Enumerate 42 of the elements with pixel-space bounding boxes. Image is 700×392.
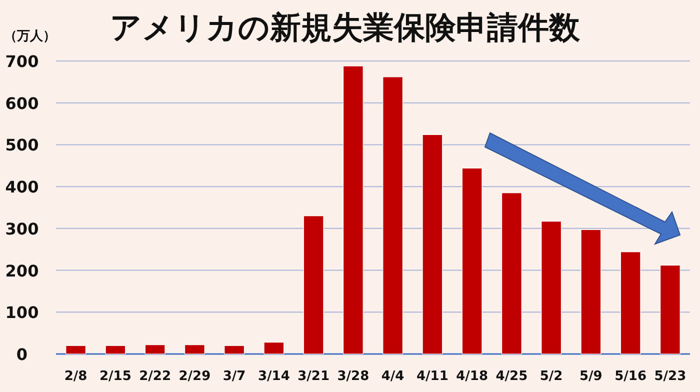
x-tick-label: 3/28 <box>337 369 370 384</box>
bar <box>264 342 284 354</box>
y-tick-label: 400 <box>5 178 39 197</box>
x-tick-label: 4/11 <box>416 369 448 384</box>
x-tick-label: 5/23 <box>654 369 686 384</box>
y-tick-label: 500 <box>5 136 39 155</box>
bar <box>303 216 324 354</box>
bar <box>224 345 245 354</box>
x-tick-label: 4/18 <box>456 369 488 384</box>
x-tick-label: 2/22 <box>139 369 172 384</box>
bar <box>462 168 482 354</box>
bar <box>541 221 562 354</box>
bar <box>144 344 166 354</box>
x-tick-label: 3/14 <box>258 369 290 384</box>
x-tick-label: 2/29 <box>178 369 211 384</box>
bar <box>184 344 205 354</box>
y-tick-label: 0 <box>16 345 28 364</box>
bar <box>620 252 641 354</box>
x-tick-label: 5/2 <box>540 369 563 384</box>
x-tick-label: 3/7 <box>222 369 246 384</box>
bar <box>105 345 126 354</box>
x-tick-label: 5/16 <box>614 369 647 384</box>
x-tick-label: 4/4 <box>381 369 404 384</box>
bar <box>580 229 602 354</box>
chart-title: アメリカの新規失業保険申請件数 <box>110 10 581 46</box>
y-tick-label: 300 <box>5 219 39 238</box>
x-tick-label: 5/9 <box>580 369 602 384</box>
bar <box>660 264 680 354</box>
y-tick-label: 700 <box>5 52 39 71</box>
x-tick-label: 2/15 <box>99 369 132 384</box>
bar <box>342 66 364 354</box>
x-tick-label: 3/21 <box>298 369 330 384</box>
y-axis-title: （万人） <box>4 29 56 44</box>
y-tick-label: 600 <box>5 94 39 113</box>
x-tick-label: 2/8 <box>64 369 88 384</box>
y-tick-label: 100 <box>5 303 39 322</box>
bar <box>501 192 522 354</box>
bar <box>382 76 404 354</box>
x-tick-label: 4/25 <box>496 369 528 384</box>
bar <box>422 134 443 354</box>
bar <box>66 345 86 354</box>
y-tick-label: 200 <box>5 261 39 280</box>
